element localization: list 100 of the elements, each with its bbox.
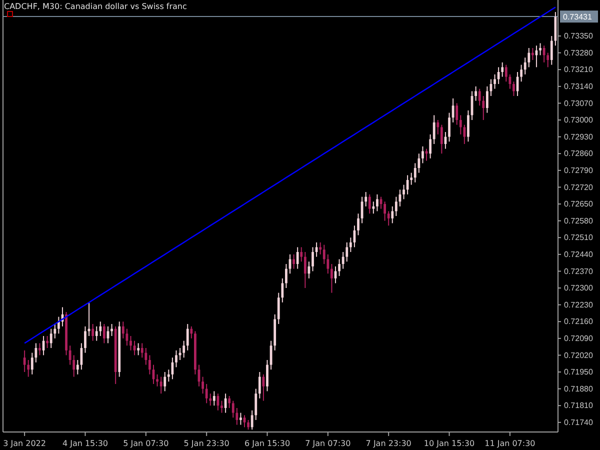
candlestick <box>542 45 546 63</box>
candlestick <box>92 324 94 342</box>
candlestick <box>126 328 128 346</box>
candlestick <box>410 172 413 186</box>
y-tick-label: 0.72160 <box>564 317 594 326</box>
y-tick-label: 0.71740 <box>564 418 594 427</box>
candlestick <box>137 342 140 356</box>
candlestick <box>554 12 557 46</box>
candlestick <box>296 246 299 270</box>
y-tick-label: 0.73210 <box>564 65 594 74</box>
x-tick-label: 5 Jan 23:30 <box>184 439 230 448</box>
candlestick <box>34 342 38 363</box>
candlestick <box>467 110 470 142</box>
candlestick <box>160 376 162 394</box>
candlestick <box>474 86 478 102</box>
candlestick <box>456 102 458 126</box>
candlestick <box>304 252 306 288</box>
candlestick <box>228 396 231 408</box>
candlestick <box>148 354 151 375</box>
candlestick <box>422 146 424 164</box>
candlestick <box>164 372 166 392</box>
candlestick <box>167 369 170 382</box>
candlestick <box>528 48 530 68</box>
candlestick <box>463 124 466 144</box>
y-tick-label: 0.73140 <box>564 82 594 91</box>
candlestick <box>202 376 204 394</box>
candlestick <box>72 354 76 378</box>
y-tick-label: 0.72930 <box>564 132 594 142</box>
y-tick-label: 0.72090 <box>564 334 594 343</box>
x-tick-label: 7 Jan 23:30 <box>366 439 412 448</box>
candlestick <box>209 393 212 406</box>
candlestick <box>54 324 56 339</box>
y-tick-label: 0.71950 <box>564 368 594 377</box>
y-tick-label: 0.72790 <box>564 166 594 175</box>
y-tick-label: 0.72580 <box>564 216 594 226</box>
y-tick-label: 0.71810 <box>564 401 594 410</box>
y-tick-label: 0.73280 <box>564 48 594 58</box>
candlestick <box>182 340 186 358</box>
y-tick-label: 0.73000 <box>564 116 594 125</box>
y-tick-label: 0.72650 <box>564 200 594 209</box>
candlestick <box>240 412 242 426</box>
candlestick <box>406 174 409 195</box>
candlestick <box>512 81 515 96</box>
candlestick <box>212 390 216 406</box>
candlestick <box>550 36 553 66</box>
candlestick <box>376 194 378 212</box>
candlestick <box>494 74 496 90</box>
candlestick <box>312 246 314 272</box>
candlestick <box>99 321 102 336</box>
candlestick <box>27 360 30 378</box>
candlestick <box>300 246 303 262</box>
candlestick <box>84 326 86 354</box>
candlestick <box>346 242 348 262</box>
candlestick <box>349 237 352 252</box>
candlestick <box>232 400 234 418</box>
candlestick <box>292 254 295 270</box>
candlestick <box>322 244 326 264</box>
candlestick <box>357 213 360 236</box>
ref-line-label: 0.73431 <box>563 12 592 22</box>
x-tick-label: 11 Jan 07:30 <box>484 439 536 448</box>
candlestick <box>68 345 72 366</box>
candlestick <box>478 88 481 106</box>
y-tick-label: 0.72720 <box>564 182 594 192</box>
candlestick <box>144 348 148 366</box>
x-tick-label: 10 Jan 15:30 <box>424 439 475 448</box>
chart-title: CADCHF, M30: Canadian dollar vs Swiss franc <box>4 2 187 11</box>
x-tick-label: 6 Jan 15:30 <box>244 439 290 448</box>
candlestick <box>364 192 368 207</box>
candlestick <box>497 66 500 84</box>
candlestick <box>387 210 390 226</box>
y-tick-label: 0.72370 <box>564 266 594 276</box>
candlestick <box>50 328 52 348</box>
candlestick <box>236 408 238 426</box>
candlestick <box>368 194 371 214</box>
candlestick <box>175 350 178 368</box>
candlestick <box>448 112 450 142</box>
candlestick <box>80 342 83 370</box>
candlestick <box>76 360 79 375</box>
y-tick-label: 0.72860 <box>564 149 594 158</box>
candlestick <box>102 324 106 344</box>
candlestick <box>391 206 394 224</box>
candlestick <box>459 114 462 135</box>
candlestick <box>539 42 542 56</box>
candlestick <box>30 352 34 375</box>
candlestick <box>247 420 250 430</box>
candlestick <box>418 153 420 174</box>
x-tick-label: 5 Jan 07:30 <box>123 439 169 448</box>
candlestick <box>414 162 416 183</box>
candlestick <box>440 124 443 154</box>
y-tick-label: 0.72510 <box>564 233 594 242</box>
candlestick <box>546 52 550 68</box>
candlestick <box>319 242 322 255</box>
x-tick-label: 3 Jan 2022 <box>3 439 46 448</box>
y-tick-label: 0.72300 <box>564 284 594 293</box>
y-tick-label: 0.72020 <box>564 350 594 360</box>
candlestick <box>384 201 386 222</box>
candlestick <box>432 114 436 144</box>
candlestick <box>436 120 440 135</box>
candlestick <box>285 264 288 288</box>
candlestick <box>156 374 158 387</box>
